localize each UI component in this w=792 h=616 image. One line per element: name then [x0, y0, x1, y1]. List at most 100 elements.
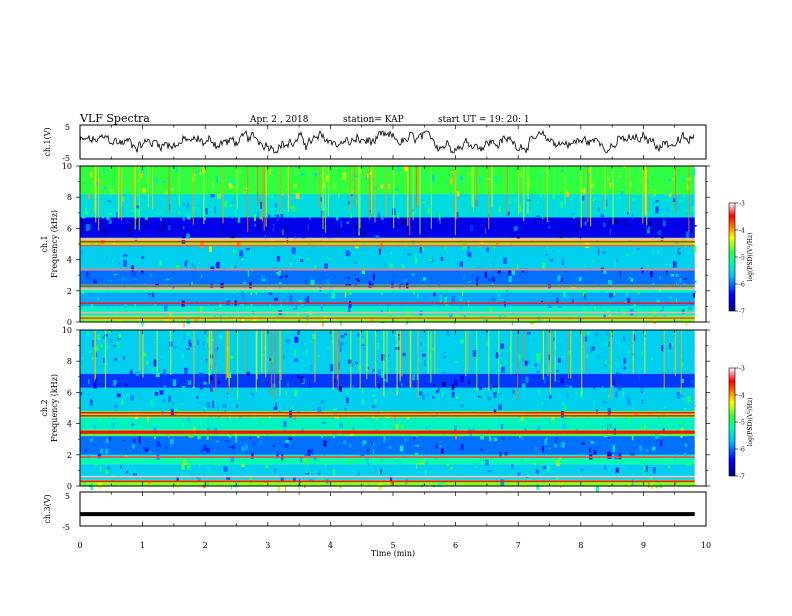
spectrogram-texture	[361, 268, 366, 275]
spectrogram-texture	[398, 214, 403, 217]
spectrogram-texture	[229, 183, 233, 189]
spectrogram-texture	[562, 424, 567, 429]
x-tick-label: 9	[641, 541, 646, 550]
spectrogram-texture	[417, 293, 419, 299]
ch3-ytick-top: 5	[65, 492, 70, 501]
spectrogram-texture	[572, 298, 574, 304]
spectrogram-texture	[543, 479, 545, 481]
spectrogram-streak	[506, 166, 508, 217]
spectrogram-texture	[108, 219, 112, 224]
spectrogram-texture	[460, 444, 464, 451]
spectrogram-texture	[106, 319, 108, 324]
spectrogram-texture	[226, 434, 229, 436]
spectrogram-texture	[530, 321, 532, 325]
spectrogram-texture	[294, 236, 297, 240]
spectrogram-texture	[683, 398, 687, 403]
spectrogram-texture	[675, 298, 678, 303]
spectrogram-texture	[579, 418, 583, 421]
spectrogram-texture	[115, 185, 119, 191]
spectrogram-texture	[285, 275, 288, 278]
spectrogram-texture	[548, 304, 552, 308]
spectrogram-texture	[504, 187, 507, 189]
spectrogram-streak	[203, 166, 205, 224]
spectrogram-texture	[494, 420, 496, 424]
spectrogram-streak	[465, 330, 467, 377]
spectrogram-texture	[347, 201, 351, 205]
spectrogram-texture	[381, 333, 385, 340]
spectrogram-texture	[282, 355, 285, 359]
spectrogram-texture	[684, 452, 687, 458]
spectrogram-texture	[212, 182, 214, 188]
spectrogram-texture	[340, 220, 343, 228]
spectrogram-streak	[646, 166, 648, 226]
spectrogram-texture	[603, 222, 606, 228]
spectrogram-texture	[190, 431, 194, 438]
spectrogram-streak	[225, 330, 227, 380]
spectrogram-texture	[363, 230, 367, 237]
spectrogram-texture	[507, 360, 509, 366]
spectrogram-texture	[427, 207, 430, 214]
spectrogram-texture	[608, 299, 610, 304]
spectrogram-texture	[107, 466, 110, 472]
spectrogram-texture	[402, 198, 404, 200]
spectrogram-texture	[328, 232, 330, 236]
spectrogram-texture	[328, 415, 330, 419]
spectrogram-texture	[210, 375, 213, 381]
spectrogram-texture	[116, 390, 118, 396]
spectrogram-texture	[234, 265, 237, 268]
spectrogram-texture	[687, 184, 690, 191]
spectrogram-texture	[354, 280, 357, 287]
spectrogram-texture	[81, 249, 84, 256]
spectrogram-texture	[556, 460, 560, 467]
spectrogram-texture	[136, 205, 140, 209]
spectrogram-texture	[362, 338, 364, 344]
spectrogram-texture	[275, 402, 277, 410]
spectrogram-texture	[208, 261, 211, 266]
spectrogram-texture	[159, 356, 162, 358]
spectrogram-texture	[350, 171, 352, 176]
spectrogram-texture	[516, 263, 519, 270]
spectrogram-streak	[510, 330, 512, 375]
spectrogram-texture	[272, 223, 275, 227]
spectrogram-streak	[222, 166, 224, 224]
spectrogram-texture	[361, 241, 365, 244]
spectrogram-texture	[230, 456, 235, 463]
spectrogram-texture	[304, 458, 306, 462]
spectrogram-texture	[427, 424, 431, 431]
spectrogram-texture	[483, 318, 487, 322]
spectrogram-texture	[633, 402, 635, 408]
spectrogram-texture	[587, 186, 591, 191]
spectrogram-texture	[98, 418, 102, 422]
spectrogram-texture	[292, 308, 296, 310]
spectrogram-texture	[610, 228, 612, 235]
spectrogram-texture	[441, 391, 443, 398]
x-tick-label: 3	[265, 541, 270, 550]
spectrogram-texture	[470, 211, 473, 215]
spectrogram-texture	[528, 360, 530, 365]
spectrogram-texture	[86, 442, 88, 446]
spectrogram-texture	[657, 416, 660, 418]
spectrogram-texture	[496, 221, 498, 225]
spectrogram-texture	[518, 405, 521, 408]
spectrogram-texture	[387, 436, 391, 440]
spectrogram-texture	[305, 320, 307, 326]
spectrogram-texture	[149, 169, 153, 171]
spectrogram-texture	[370, 283, 374, 286]
spectrogram-streak	[152, 166, 154, 210]
spectrogram-texture	[213, 464, 217, 466]
spectrogram-texture	[284, 427, 287, 432]
spectrogram-texture	[549, 395, 552, 399]
spectrogram-texture	[558, 380, 560, 383]
spectrogram-texture	[546, 246, 548, 250]
spectrogram-texture	[683, 393, 685, 396]
spectrogram-texture	[276, 214, 280, 222]
spectrogram-texture	[286, 382, 289, 387]
spectrogram-texture	[488, 427, 491, 433]
spectrogram-texture	[618, 453, 622, 460]
spectrogram-texture	[414, 367, 417, 372]
spectrogram-texture	[692, 290, 696, 294]
spectrogram-texture	[321, 400, 325, 404]
spectrogram-texture	[480, 449, 483, 450]
spectrogram-texture	[449, 193, 454, 199]
spectrogram-texture	[654, 189, 656, 197]
